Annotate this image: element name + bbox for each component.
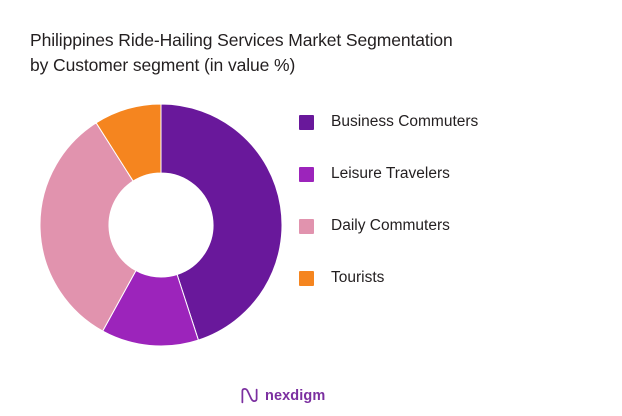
legend-item-leisure-travelers[interactable]: Leisure Travelers [299, 162, 599, 186]
donut-slice-group [39, 103, 283, 347]
legend-item-daily-commuters[interactable]: Daily Commuters [299, 214, 599, 238]
legend-swatch-daily-commuters [299, 218, 314, 234]
legend-swatch-business-commuters [299, 114, 314, 130]
donut-slice-tourists[interactable] [95, 103, 162, 182]
legend-label-leisure-travelers: Leisure Travelers [331, 165, 450, 182]
donut-chart [39, 103, 283, 347]
legend-swatch-leisure-travelers [299, 166, 314, 182]
legend-label-business-commuters: Business Commuters [331, 113, 479, 130]
chart-legend: Business Commuters Leisure Travelers Dai… [299, 110, 599, 318]
legend-item-business-commuters[interactable]: Business Commuters [299, 110, 599, 134]
brand-logo: nexdigm [240, 386, 325, 406]
donut-slice-daily-commuters[interactable] [39, 122, 137, 332]
brand-name: nexdigm [265, 388, 326, 404]
page-title: Philippines Ride-Hailing Services Market… [30, 30, 453, 75]
legend-swatch-tourists [299, 270, 314, 286]
nexdigm-n-icon [241, 388, 258, 404]
legend-label-tourists: Tourists [331, 269, 385, 286]
legend-item-tourists[interactable]: Tourists [299, 266, 599, 290]
legend-label-daily-commuters: Daily Commuters [331, 217, 450, 234]
donut-slice-business-commuters[interactable] [160, 103, 283, 341]
donut-chart-svg [39, 103, 283, 347]
